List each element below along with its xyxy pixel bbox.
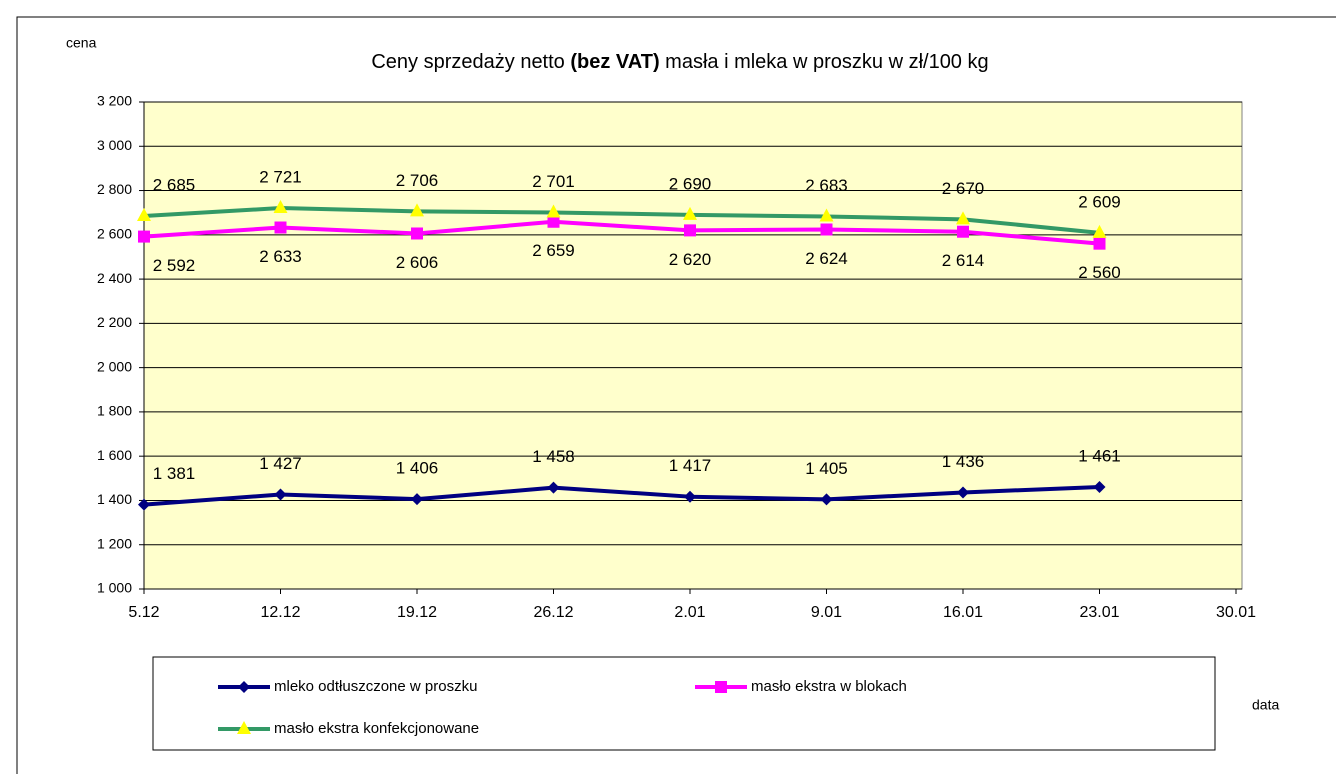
x-tick-label: 9.01 (811, 604, 842, 621)
data-label: 2 609 (1078, 192, 1121, 211)
data-label: 2 592 (153, 256, 196, 275)
data-label: 1 381 (153, 464, 196, 483)
chart-title: Ceny sprzedaży netto (bez VAT) masła i m… (371, 51, 988, 73)
y-tick-label: 1 200 (97, 535, 132, 551)
y-tick-label: 1 000 (97, 580, 132, 596)
y-tick-label: 1 400 (97, 491, 132, 507)
y-axis-label: cena (66, 35, 97, 51)
data-label: 2 701 (532, 172, 575, 191)
data-label: 2 670 (942, 179, 985, 198)
marker (548, 216, 560, 228)
data-label: 2 624 (805, 249, 848, 268)
x-tick-label: 30.01 (1216, 604, 1256, 621)
legend-label: masło ekstra w blokach (751, 678, 907, 695)
data-label: 1 406 (396, 459, 439, 478)
chart: cena data Ceny sprzedaży netto (bez VAT)… (0, 0, 1336, 774)
data-label: 1 405 (805, 459, 848, 478)
x-tick-label: 16.01 (943, 604, 983, 621)
marker (411, 227, 423, 239)
legend-label: masło ekstra konfekcjonowane (274, 720, 479, 737)
marker (684, 224, 696, 236)
x-tick-label: 26.12 (533, 604, 573, 621)
marker (1094, 238, 1106, 250)
data-label: 2 706 (396, 171, 439, 190)
data-label: 2 659 (532, 241, 575, 260)
marker (138, 231, 150, 243)
data-label: 2 620 (669, 250, 712, 269)
data-label: 1 436 (942, 452, 985, 471)
marker (275, 222, 287, 234)
y-tick-label: 3 200 (97, 93, 132, 109)
x-tick-label: 2.01 (674, 604, 705, 621)
data-label: 1 427 (259, 454, 302, 473)
y-tick-label: 2 800 (97, 181, 132, 197)
x-tick-label: 12.12 (260, 604, 300, 621)
y-tick-label: 2 400 (97, 270, 132, 286)
marker (715, 681, 727, 693)
legend-label: mleko odtłuszczone w proszku (274, 678, 477, 695)
x-tick-label: 5.12 (128, 604, 159, 621)
marker (957, 226, 969, 238)
data-label: 2 685 (153, 175, 196, 194)
data-label: 2 633 (259, 247, 302, 266)
data-label: 2 614 (942, 251, 985, 270)
y-tick-label: 3 000 (97, 137, 132, 153)
x-tick-label: 23.01 (1079, 604, 1119, 621)
y-tick-label: 2 000 (97, 358, 132, 374)
x-axis-label: data (1252, 697, 1279, 713)
y-tick-label: 2 200 (97, 314, 132, 330)
data-label: 1 417 (669, 456, 712, 475)
y-tick-label: 2 600 (97, 226, 132, 242)
y-tick-label: 1 600 (97, 447, 132, 463)
data-label: 1 458 (532, 447, 575, 466)
x-tick-label: 19.12 (397, 604, 437, 621)
marker (821, 224, 833, 236)
data-label: 2 721 (259, 168, 302, 187)
data-label: 2 560 (1078, 263, 1121, 282)
data-label: 2 606 (396, 253, 439, 272)
y-tick-label: 1 800 (97, 403, 132, 419)
data-label: 2 683 (805, 176, 848, 195)
data-label: 2 690 (669, 174, 712, 193)
data-label: 1 461 (1078, 446, 1121, 465)
